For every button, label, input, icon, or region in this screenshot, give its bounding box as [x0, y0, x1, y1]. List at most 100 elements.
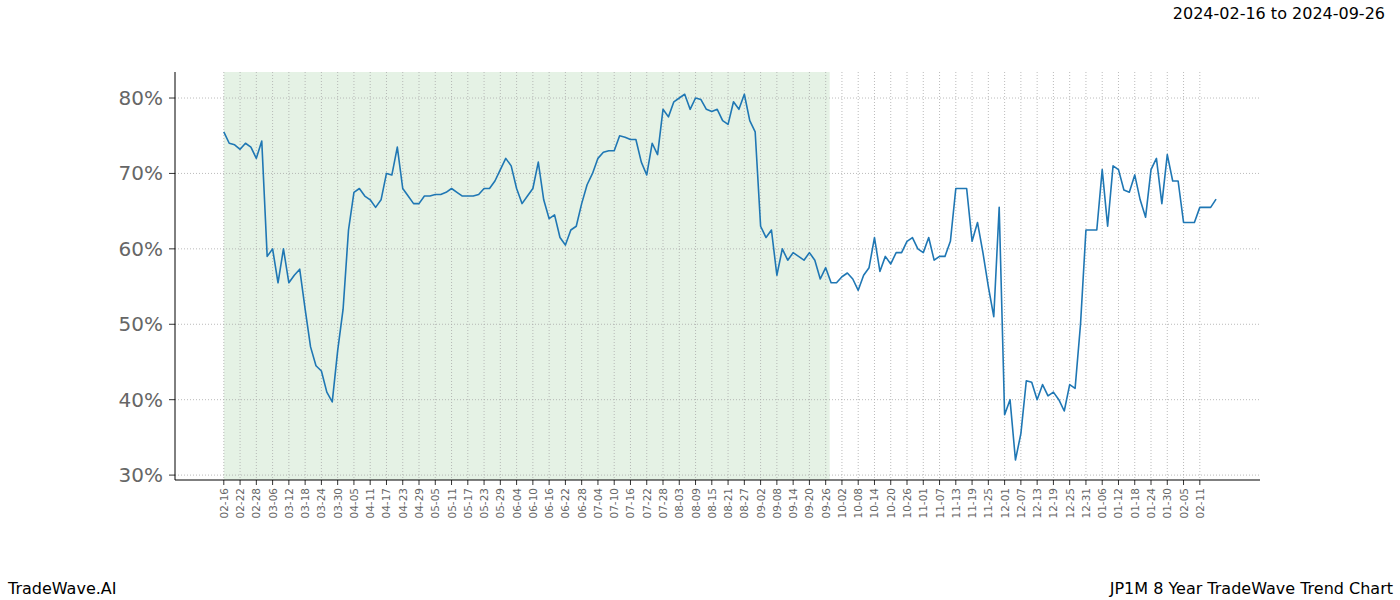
x-tick-label: 12-01: [999, 488, 1011, 519]
y-tick-label: 60%: [119, 237, 163, 261]
grid-line: [663, 72, 664, 480]
grid-line: [516, 72, 517, 480]
tick-mark: [663, 480, 664, 485]
x-tick-label: 05-05: [429, 488, 441, 519]
grid-line: [1151, 72, 1152, 480]
grid-line: [370, 72, 371, 480]
grid-line: [793, 72, 794, 480]
tick-mark: [874, 480, 875, 485]
x-tick-label: 11-01: [917, 488, 929, 519]
tick-mark: [370, 480, 371, 485]
x-tick-label: 02-11: [1194, 488, 1206, 519]
y-tick-label: 30%: [119, 463, 163, 487]
x-tick-label: 07-10: [608, 488, 620, 519]
x-tick-label: 07-16: [624, 488, 636, 519]
x-tick-label: 10-02: [836, 488, 848, 519]
grid-line: [1020, 72, 1021, 480]
grid-line: [1053, 72, 1054, 480]
grid-line: [1004, 72, 1005, 480]
grid-line: [1037, 72, 1038, 480]
tick-mark: [1102, 480, 1103, 485]
grid-line: [175, 173, 1260, 174]
x-tick-label: 10-26: [901, 488, 913, 519]
grid-line: [419, 72, 420, 480]
tick-mark: [321, 480, 322, 485]
tick-mark: [988, 480, 989, 485]
tick-mark: [402, 480, 403, 485]
tick-mark: [695, 480, 696, 485]
tick-mark: [565, 480, 566, 485]
x-tick-label: 02-22: [234, 488, 246, 519]
grid-line: [972, 72, 973, 480]
tick-mark: [923, 480, 924, 485]
grid-line: [711, 72, 712, 480]
x-tick-label: 09-14: [787, 488, 799, 519]
title: JP1M 8 Year TradeWave Trend Chart: [1109, 579, 1393, 598]
grid-line: [467, 72, 468, 480]
tick-mark: [1053, 480, 1054, 485]
subtitle: 2024-02-16 to 2024-09-26: [1173, 4, 1385, 23]
tick-mark: [169, 98, 175, 99]
grid-line: [549, 72, 550, 480]
y-tick-label: 40%: [119, 388, 163, 412]
tick-mark: [744, 480, 745, 485]
x-tick-label: 11-07: [934, 488, 946, 519]
tick-mark: [841, 480, 842, 485]
grid-line: [532, 72, 533, 480]
y-tick-label: 50%: [119, 312, 163, 336]
tick-mark: [386, 480, 387, 485]
grid-line: [890, 72, 891, 480]
grid-line: [353, 72, 354, 480]
grid-line: [907, 72, 908, 480]
source: TradeWave.AI: [7, 579, 116, 598]
grid-line: [679, 72, 680, 480]
tick-mark: [169, 399, 175, 400]
x-tick-label: 06-22: [559, 488, 571, 519]
x-tick-label: 05-29: [494, 488, 506, 519]
x-tick-label: 06-16: [543, 488, 555, 519]
tick-mark: [256, 480, 257, 485]
x-tick-label: 09-08: [771, 488, 783, 519]
tick-mark: [793, 480, 794, 485]
grid-line: [565, 72, 566, 480]
x-tick-label: 03-12: [283, 488, 295, 519]
grid-line: [825, 72, 826, 480]
tick-mark: [890, 480, 891, 485]
grid-line: [386, 72, 387, 480]
x-tick-label: 12-31: [1080, 488, 1092, 519]
grid-line: [240, 72, 241, 480]
x-tick-label: 03-24: [315, 488, 327, 519]
tick-mark: [972, 480, 973, 485]
tick-mark: [760, 480, 761, 485]
y-tick-label: 80%: [119, 86, 163, 110]
tick-mark: [776, 480, 777, 485]
x-tick-label: 06-28: [576, 488, 588, 519]
tick-mark: [1085, 480, 1086, 485]
x-tick-label: 08-09: [690, 488, 702, 519]
x-tick-label: 04-05: [348, 488, 360, 519]
x-tick-label: 04-29: [413, 488, 425, 519]
x-tick-label: 07-04: [592, 488, 604, 519]
x-tick-label: 03-06: [267, 488, 279, 519]
tick-mark: [679, 480, 680, 485]
grid-line: [988, 72, 989, 480]
grid-line: [435, 72, 436, 480]
tick-mark: [646, 480, 647, 485]
grid-line: [858, 72, 859, 480]
tick-mark: [1069, 480, 1070, 485]
x-tick-label: 04-17: [380, 488, 392, 519]
x-tick-label: 02-28: [250, 488, 262, 519]
grid-line: [923, 72, 924, 480]
x-tick-label: 10-20: [885, 488, 897, 519]
x-tick-label: 02-05: [1178, 488, 1190, 519]
x-tick-label: 01-06: [1096, 488, 1108, 519]
tick-mark: [549, 480, 550, 485]
grid-line: [874, 72, 875, 480]
x-tick-label: 11-25: [982, 488, 994, 519]
x-tick-label: 10-14: [868, 488, 880, 519]
x-tick-label: 05-11: [446, 488, 458, 519]
x-tick-label: 09-20: [803, 488, 815, 519]
x-tick-label: 12-07: [1015, 488, 1027, 519]
tick-mark: [419, 480, 420, 485]
x-tick-label: 10-08: [852, 488, 864, 519]
